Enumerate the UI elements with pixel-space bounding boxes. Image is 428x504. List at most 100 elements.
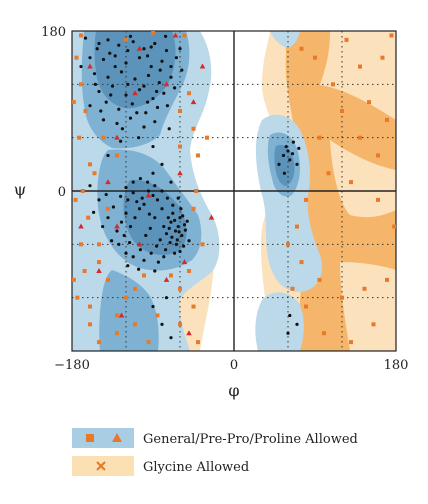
point-prepro [92, 171, 97, 176]
point-general [104, 100, 108, 104]
legend-marker-x [96, 461, 106, 471]
point-prepro [97, 242, 101, 247]
point-general [92, 210, 96, 214]
point-general [169, 75, 173, 79]
point-prepro [83, 109, 88, 113]
point-prepro [191, 206, 196, 211]
point-general [137, 267, 141, 271]
point-general [110, 239, 114, 243]
tick-labels: −180 0 180 180 0 [41, 25, 408, 373]
point-general [126, 48, 130, 53]
point-general [168, 240, 172, 245]
point-general [288, 158, 292, 162]
point-general [97, 41, 101, 46]
point-general [284, 144, 288, 149]
point-general [165, 104, 169, 108]
point-prepro [79, 242, 83, 247]
point-general [155, 105, 160, 110]
point-general [164, 232, 169, 236]
point-proline [118, 312, 125, 318]
point-general [130, 102, 134, 106]
point-general [153, 269, 157, 273]
point-general [290, 152, 295, 156]
point-prepro [82, 269, 87, 273]
point-general [88, 184, 92, 188]
general-allowed-region-right-top [270, 31, 300, 48]
point-general [142, 125, 146, 129]
point-general [95, 47, 99, 51]
point-prepro [86, 215, 91, 220]
point-proline [105, 179, 111, 185]
x-tick-label: 0 [230, 358, 238, 373]
point-general [113, 54, 117, 58]
point-general [157, 80, 161, 85]
point-prepro [331, 82, 335, 87]
point-general [167, 127, 171, 131]
point-general [119, 194, 123, 198]
point-general [173, 229, 178, 233]
point-prepro [72, 277, 76, 282]
point-general [160, 162, 164, 166]
point-general [140, 196, 144, 200]
point-general [180, 233, 184, 238]
general-core-region-beta [94, 31, 176, 109]
point-proline [87, 63, 93, 69]
point-general [97, 198, 101, 202]
point-general [155, 89, 159, 94]
point-general [92, 72, 97, 76]
point-prepro [191, 126, 196, 131]
point-general [179, 207, 183, 211]
point-prepro [101, 135, 106, 140]
point-prepro [317, 135, 322, 140]
point-general [281, 153, 286, 158]
point-prepro [146, 340, 151, 345]
point-general [173, 218, 177, 222]
point-prepro [299, 260, 304, 265]
point-prepro [344, 37, 349, 42]
point-general [169, 180, 173, 184]
point-general [131, 255, 135, 259]
point-general [164, 296, 169, 300]
point-prepro [124, 295, 128, 300]
point-general [173, 86, 177, 90]
point-general [128, 34, 133, 38]
point-general [156, 260, 160, 264]
point-general [119, 139, 123, 143]
point-proline [78, 223, 84, 229]
point-prepro [376, 153, 380, 158]
point-general [164, 34, 168, 38]
point-prepro [178, 322, 182, 327]
point-proline [132, 90, 138, 96]
general-allowed-region-right-lower [255, 292, 304, 351]
point-general [146, 100, 150, 104]
point-prepro [299, 46, 304, 51]
point-general [162, 91, 166, 95]
point-general [181, 214, 185, 218]
point-proline [96, 268, 102, 273]
point-general [151, 304, 155, 309]
point-prepro [349, 180, 353, 185]
point-prepro [115, 313, 119, 318]
point-general [166, 216, 170, 220]
point-prepro [205, 135, 209, 140]
point-general [137, 136, 141, 140]
point-general [106, 75, 110, 79]
point-prepro [194, 189, 199, 193]
point-general [126, 198, 130, 202]
point-general [171, 211, 175, 215]
point-general [101, 57, 106, 62]
point-general [117, 242, 121, 246]
point-general [155, 198, 160, 202]
point-general [295, 322, 299, 326]
point-general [164, 48, 169, 53]
point-general [104, 192, 108, 197]
point-general [142, 202, 146, 206]
point-general [160, 59, 164, 63]
point-prepro [75, 295, 80, 300]
point-general [144, 111, 148, 115]
point-general [286, 149, 290, 153]
point-general [169, 336, 173, 340]
point-prepro [385, 117, 389, 122]
point-general [135, 200, 139, 204]
point-general [115, 229, 119, 233]
